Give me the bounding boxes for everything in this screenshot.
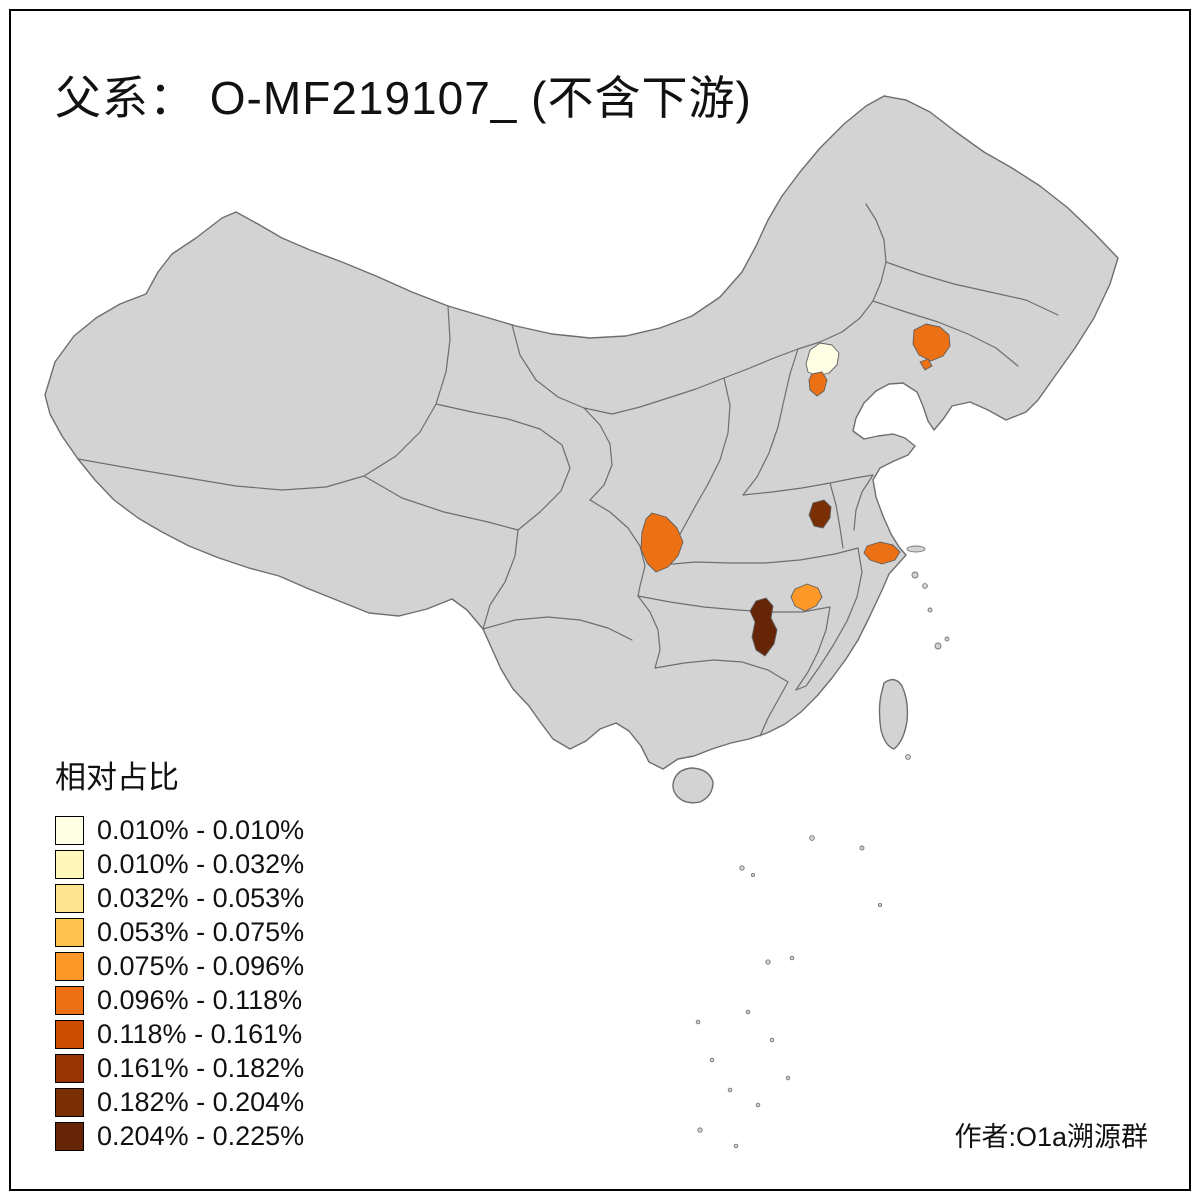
- legend-entry: 0.096% - 0.118%: [55, 983, 304, 1017]
- legend-entry: 0.204% - 0.225%: [55, 1119, 304, 1153]
- highlighted-regions: [640, 323, 951, 657]
- islands: [695, 545, 950, 1149]
- region-south-of-beijing-area: [808, 371, 828, 397]
- legend-label: 0.096% - 0.118%: [97, 984, 303, 1015]
- legend-entry: 0.010% - 0.032%: [55, 847, 304, 881]
- legend-swatch: [55, 849, 84, 879]
- legend-swatch: [55, 1121, 84, 1151]
- legend: 相对占比 0.010% - 0.010% 0.010% - 0.032% 0.032…: [55, 752, 304, 1153]
- region-hunan-jiangxi-area: [790, 583, 823, 612]
- legend-label: 0.118% - 0.161%: [97, 1018, 303, 1049]
- region-hunan-area: [749, 597, 778, 657]
- region-henan-area: [808, 499, 832, 529]
- legend-entry: 0.161% - 0.182%: [55, 1051, 304, 1085]
- legend-label: 0.161% - 0.182%: [97, 1052, 305, 1083]
- taiwan-island: [878, 678, 909, 750]
- legend-swatch: [55, 1087, 84, 1117]
- region-chongqing-area: [640, 512, 684, 573]
- china-mainland: [44, 95, 1119, 770]
- legend-swatch: [55, 1019, 84, 1049]
- region-liaoning-area: [912, 323, 951, 371]
- legend-entries: 0.010% - 0.010% 0.010% - 0.032% 0.032% - 0…: [55, 813, 304, 1153]
- legend-label: 0.010% - 0.010%: [97, 814, 305, 845]
- legend-label: 0.075% - 0.096%: [97, 950, 305, 981]
- legend-label: 0.053% - 0.075%: [97, 916, 305, 947]
- legend-entry: 0.010% - 0.010%: [55, 813, 304, 847]
- legend-entry: 0.118% - 0.161%: [55, 1017, 304, 1051]
- legend-label: 0.182% - 0.204%: [97, 1086, 305, 1117]
- legend-entry: 0.182% - 0.204%: [55, 1085, 304, 1119]
- legend-label: 0.204% - 0.225%: [97, 1120, 305, 1151]
- page-title: 父系： O-MF219107_ (不含下游): [55, 72, 752, 124]
- province-borders: [77, 203, 1059, 737]
- legend-label: 0.010% - 0.032%: [97, 848, 305, 879]
- legend-title: 相对占比: [55, 760, 179, 795]
- legend-swatch: [55, 815, 84, 845]
- legend-swatch: [55, 1053, 84, 1083]
- legend-swatch: [55, 883, 84, 913]
- legend-entry: 0.032% - 0.053%: [55, 881, 304, 915]
- legend-swatch: [55, 951, 84, 981]
- region-jiangsu-shanghai-area: [863, 541, 901, 565]
- legend-swatch: [55, 917, 84, 947]
- legend-swatch: [55, 985, 84, 1015]
- author-credit: 作者:O1a溯源群: [954, 1122, 1148, 1152]
- legend-entry: 0.053% - 0.075%: [55, 915, 304, 949]
- legend-label: 0.032% - 0.053%: [97, 882, 305, 913]
- legend-entry: 0.075% - 0.096%: [55, 949, 304, 983]
- hainan-island: [672, 767, 714, 804]
